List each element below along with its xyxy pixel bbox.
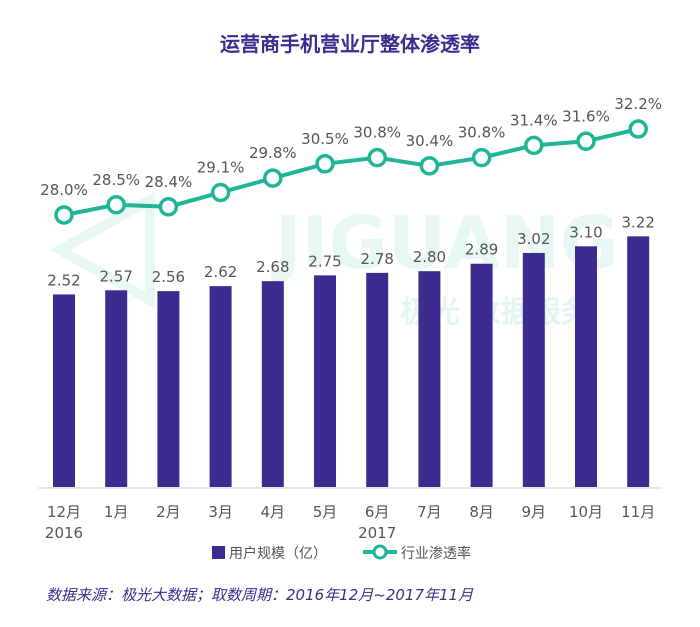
bar-value-label: 2.78: [360, 250, 393, 268]
line-value-label: 28.5%: [92, 171, 140, 189]
x-tick-label: 6月 2017: [358, 503, 396, 542]
bar-value-label: 3.02: [517, 230, 550, 248]
bar: [470, 263, 493, 487]
x-tick-label: 8月: [469, 503, 494, 521]
bar-value-label: 2.56: [152, 268, 185, 286]
line-layer: 28.0%28.5% 28.4%29.1%29.8%30.5% 30.8% 30.4%…: [40, 95, 662, 225]
x-tick-year: 2016: [45, 524, 83, 542]
legend-line-marker: [372, 544, 388, 560]
bar: [418, 271, 441, 487]
line-value-label: 31.6%: [562, 107, 610, 125]
x-axis: 12月 2016 1月 2月 3月 4月 5月 6月 2017 7月 8月 9月 10月 11月: [38, 487, 662, 542]
x-tick-month: 11月: [621, 503, 655, 521]
x-tick-month: 5月: [313, 503, 338, 521]
line-value-label: 32.2%: [614, 95, 662, 113]
bar: [157, 291, 180, 487]
line-point: [158, 197, 179, 217]
legend: 用户规模（亿） 行业渗透率: [212, 544, 471, 562]
line-point: [419, 156, 440, 176]
bar: [627, 236, 650, 487]
line-value-label: 31.4%: [510, 111, 558, 129]
legend-bar-label: 用户规模（亿）: [229, 545, 327, 562]
x-tick-label: 12月 2016: [45, 503, 83, 542]
x-tick-month: 12月: [47, 503, 81, 521]
x-tick-month: 4月: [261, 503, 286, 521]
x-tick-label: 1月: [104, 503, 129, 521]
line-value-label: 29.8%: [249, 144, 297, 162]
x-tick-label: 4月: [261, 503, 286, 521]
bar-value-label: 2.62: [204, 263, 237, 281]
x-tick-label: 11月: [621, 503, 655, 521]
x-tick-month: 3月: [208, 503, 233, 521]
line-value-label: 28.0%: [40, 181, 88, 199]
bar: [209, 286, 232, 487]
legend-line-label: 行业渗透率: [401, 545, 471, 562]
line-point: [263, 168, 283, 188]
bar-value-label: 2.89: [465, 241, 498, 259]
x-tick-label: 7月: [417, 503, 442, 521]
bars-layer: 2.52 2.57 2.56 2.62 2.68 2.75 2.78 2.80 2.89 3.02…: [47, 213, 655, 487]
line-value-label: 30.5%: [301, 130, 349, 148]
line-point: [471, 147, 492, 168]
bar-value-label: 2.68: [256, 258, 289, 276]
x-tick-month: 7月: [417, 503, 442, 521]
bar-value-label: 3.22: [621, 213, 654, 231]
chart-title: 运营商手机营业厅整体渗透率: [220, 32, 480, 56]
line-point: [315, 154, 335, 174]
line-point: [524, 135, 544, 156]
line-point: [106, 195, 126, 215]
bar-value-label: 3.10: [569, 223, 602, 241]
x-tick-year: 2017: [358, 524, 396, 542]
bar: [105, 290, 128, 487]
line-point: [628, 119, 648, 139]
bar-value-label: 2.52: [47, 271, 80, 289]
x-tick-month: 8月: [469, 503, 494, 521]
x-tick-label: 9月: [522, 503, 547, 521]
x-tick-month: 1月: [104, 503, 129, 521]
bar-value-label: 2.75: [308, 252, 341, 270]
bar-value-label: 2.57: [99, 267, 132, 285]
bar: [575, 246, 597, 487]
legend-bar-swatch: [212, 546, 225, 559]
line-value-label: 30.8%: [353, 124, 401, 142]
bar: [522, 252, 545, 487]
line-value-label: 30.8%: [458, 124, 506, 142]
x-tick-label: 10月: [569, 503, 603, 521]
line-value-label: 28.4%: [145, 173, 193, 191]
x-tick-month: 10月: [569, 503, 603, 521]
line-value-label: 29.1%: [197, 158, 245, 176]
line-point: [54, 205, 74, 225]
line-point: [367, 147, 387, 168]
x-tick-month: 6月: [365, 503, 390, 521]
bar: [314, 275, 336, 487]
bar: [366, 272, 389, 487]
line-point: [576, 131, 596, 152]
x-tick-month: 9月: [522, 503, 547, 521]
x-tick-label: 5月: [313, 503, 338, 521]
source-note: 数据来源：极光大数据；取数周期：2016年12月~2017年11月: [46, 586, 474, 604]
bar: [53, 294, 75, 487]
bar: [261, 281, 284, 487]
x-tick-label: 2月: [156, 503, 181, 521]
x-tick-label: 3月: [208, 503, 233, 521]
line-value-label: 30.4%: [406, 132, 454, 150]
bar-value-label: 2.80: [413, 248, 446, 266]
x-tick-month: 2月: [156, 503, 181, 521]
line-point: [210, 182, 231, 203]
